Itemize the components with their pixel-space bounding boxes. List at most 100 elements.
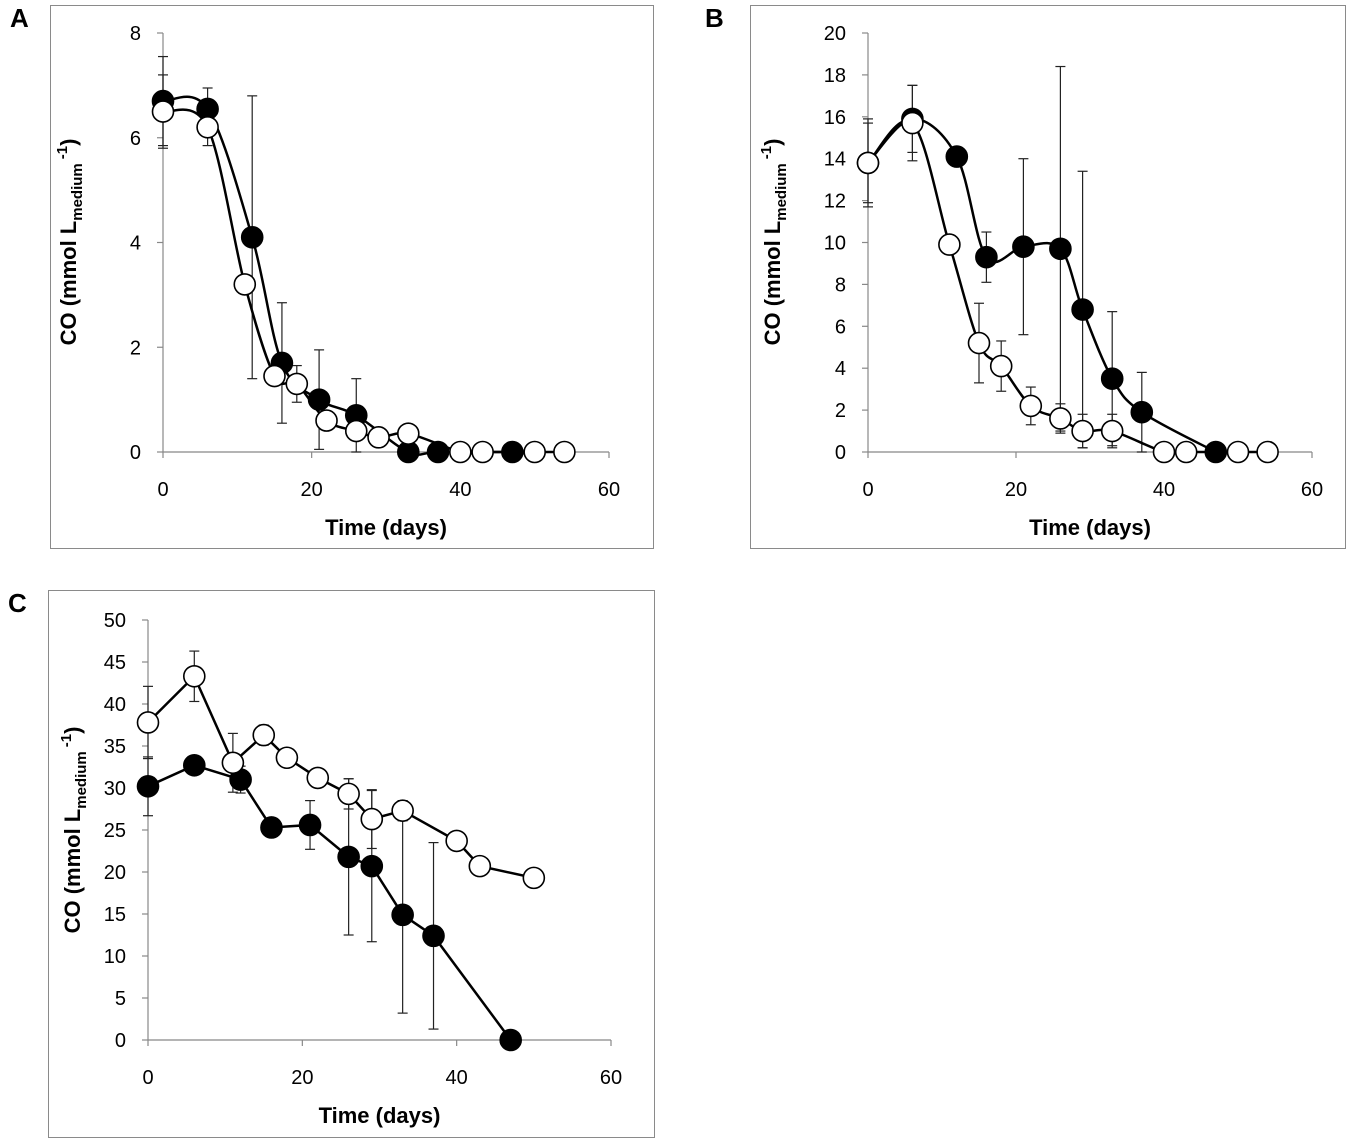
data-point-filled (240, 225, 264, 249)
data-point-filled (360, 854, 384, 878)
data-point-open (989, 354, 1013, 378)
y-label-main: CO (mmol L (760, 221, 785, 346)
x-axis-label: Time (days) (319, 1103, 441, 1128)
y-tick-label: 0 (130, 442, 141, 464)
data-point-open (396, 422, 420, 445)
y-axis-label: CO (mmol Lmedium -1) (58, 727, 90, 934)
y-label-sup: -1 (758, 146, 775, 159)
data-point-filled (1049, 237, 1072, 261)
data-point-open (938, 233, 961, 256)
y-label-sub: medium (69, 163, 86, 221)
data-point-open (221, 751, 245, 775)
y-tick-label: 4 (130, 233, 141, 255)
data-point-filled (1204, 440, 1228, 464)
y-tick-label: 4 (835, 358, 846, 380)
data-point-open (449, 440, 472, 464)
panel-a-label: A (10, 3, 29, 33)
x-axis-label: Time (days) (1029, 515, 1151, 540)
y-axis-label: CO (mmol Lmedium -1) (54, 139, 86, 346)
x-tick-label: 60 (1301, 479, 1323, 501)
y-label-sub: medium (773, 163, 790, 221)
data-point-open (367, 426, 390, 449)
data-point-filled (501, 440, 524, 464)
series-line-open (147, 674, 535, 880)
y-axis-label: CO (mmol Lmedium -1) (758, 139, 790, 346)
y-tick-label: 0 (115, 1030, 126, 1052)
data-point-open (252, 723, 276, 747)
data-point-filled (499, 1028, 522, 1052)
panel-c-label: C (8, 588, 27, 618)
y-tick-label: 6 (130, 128, 141, 150)
x-tick-label: 20 (291, 1067, 313, 1089)
x-tick-label: 20 (301, 479, 323, 501)
data-point-open (471, 440, 494, 464)
x-tick-label: 60 (600, 1067, 622, 1089)
data-point-open (856, 151, 880, 175)
data-point-open (901, 111, 924, 135)
data-point-filled (1012, 235, 1035, 258)
y-tick-label: 16 (824, 107, 846, 129)
data-point-filled (422, 924, 445, 948)
y-label-sub: medium (73, 751, 90, 809)
data-point-open (151, 100, 175, 123)
y-tick-label: 50 (104, 610, 126, 632)
y-tick-label: 10 (104, 946, 126, 968)
data-point-open (344, 419, 368, 443)
data-point-filled (975, 245, 998, 269)
data-point-open (522, 866, 546, 890)
data-point-open (315, 409, 338, 432)
data-point-filled (945, 145, 969, 168)
series-line-filled (867, 117, 1217, 454)
y-tick-label: 30 (104, 778, 126, 800)
y-tick-label: 12 (824, 191, 846, 213)
x-tick-label: 40 (446, 1067, 468, 1089)
y-tick-label: 8 (130, 23, 141, 45)
data-point-open (1226, 440, 1250, 464)
data-point-open (275, 746, 299, 770)
data-point-open (183, 664, 206, 688)
y-label-close: ) (56, 139, 81, 146)
data-point-open (1256, 440, 1279, 464)
data-point-filled (307, 388, 331, 411)
y-tick-label: 5 (115, 988, 126, 1010)
data-point-open (285, 372, 309, 396)
data-point-open (1100, 419, 1124, 443)
data-point-filled (1100, 367, 1124, 390)
data-point-filled (298, 813, 322, 837)
data-point-open (337, 782, 360, 806)
y-tick-label: 20 (824, 23, 846, 45)
y-tick-label: 2 (130, 337, 141, 359)
panel-a (50, 5, 654, 549)
y-tick-label: 6 (835, 316, 846, 338)
y-tick-label: 18 (824, 65, 846, 87)
y-tick-label: 0 (835, 442, 846, 464)
data-point-open (445, 829, 468, 853)
y-label-close: ) (760, 139, 785, 146)
x-tick-label: 0 (157, 479, 168, 501)
data-point-filled (337, 845, 360, 869)
data-point-filled (1130, 400, 1154, 424)
data-point-open (196, 115, 219, 139)
x-tick-label: 60 (598, 479, 620, 501)
x-axis-label: Time (days) (325, 515, 447, 540)
data-point-open (1049, 407, 1072, 430)
y-tick-label: 10 (824, 233, 846, 255)
data-point-open (1019, 394, 1043, 418)
x-tick-label: 40 (1153, 479, 1175, 501)
y-tick-label: 40 (104, 694, 126, 716)
data-point-open (1174, 440, 1198, 464)
y-tick-label: 20 (104, 862, 126, 884)
y-label-sup: -1 (58, 734, 75, 747)
data-point-filled (1071, 298, 1094, 321)
y-axis-label-text: CO (mmol Lmedium -1) (758, 139, 790, 346)
y-axis-label-text: CO (mmol Lmedium -1) (54, 139, 86, 346)
y-label-sup: -1 (54, 146, 71, 159)
data-point-open (136, 711, 160, 734)
y-tick-label: 45 (104, 652, 126, 674)
series-line-filled (147, 763, 512, 1041)
data-point-open (523, 440, 546, 464)
data-point-open (263, 364, 286, 388)
x-tick-label: 0 (862, 479, 873, 501)
